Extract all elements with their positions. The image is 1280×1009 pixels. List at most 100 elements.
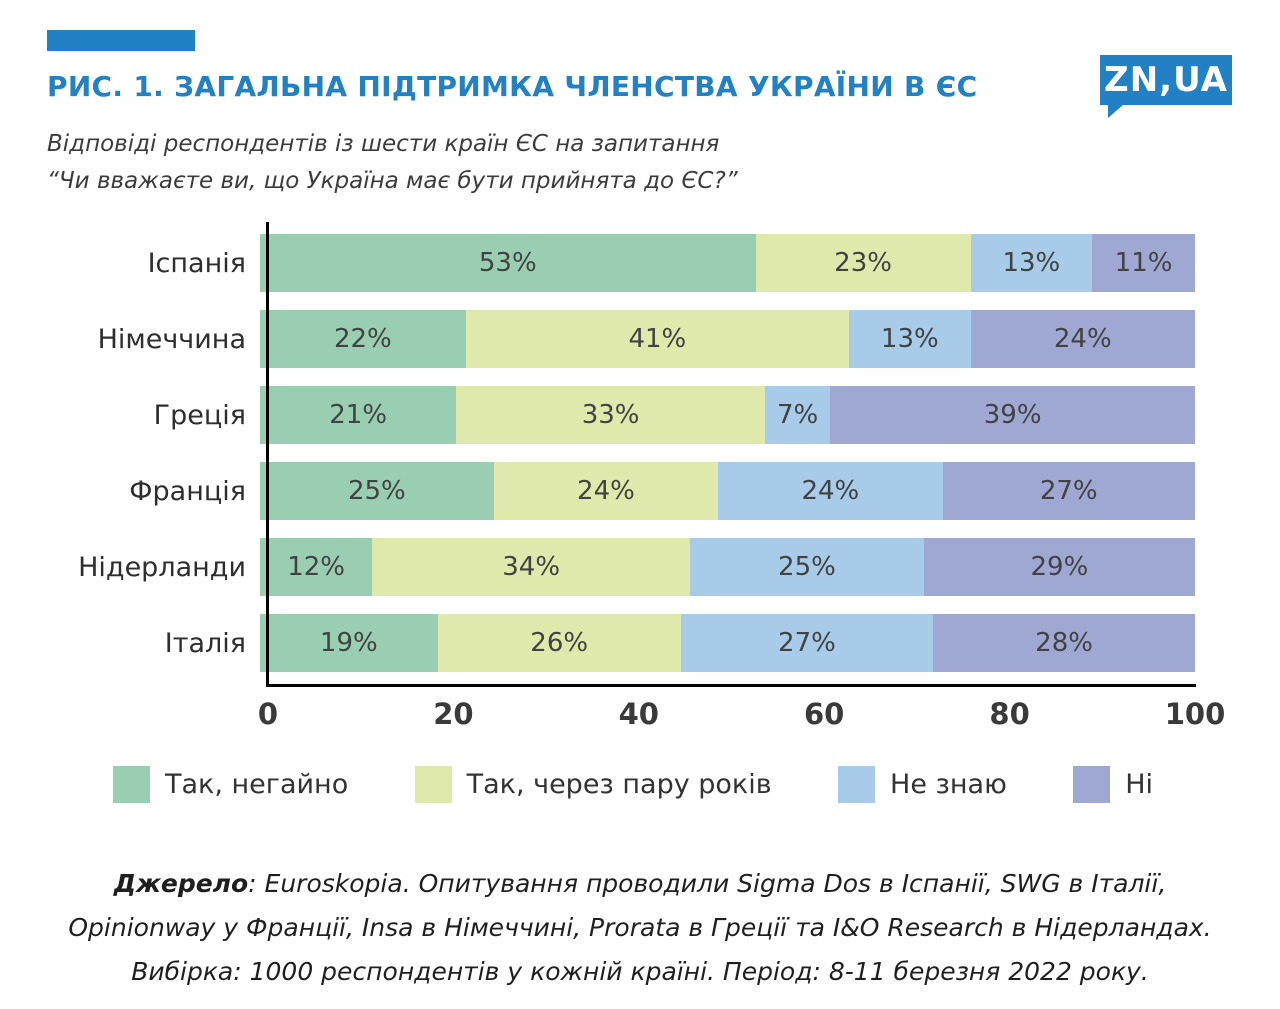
stacked-bar-chart: Іспанія 53% 23% 13% 11% Німеччина 22% 41% 13% 24%… bbox=[38, 234, 1195, 690]
bar-segment: 13% bbox=[849, 310, 971, 368]
source-note: Джерело: Euroskopia. Опитування проводил… bbox=[0, 862, 1280, 994]
legend-swatch bbox=[113, 766, 150, 803]
segment-value-label: 29% bbox=[1030, 552, 1089, 582]
chart-row: Італія 19% 26% 27% 28% bbox=[38, 614, 1195, 672]
chart-legend: Так, негайно Так, через пару років Не знаю… bbox=[113, 766, 1153, 803]
segment-value-label: 27% bbox=[778, 628, 836, 658]
segment-value-label: 13% bbox=[880, 324, 939, 354]
bar-segment: 24% bbox=[718, 462, 943, 520]
bar-segment: 34% bbox=[372, 538, 691, 596]
segment-value-label: 22% bbox=[333, 324, 392, 354]
legend-item: Так, негайно bbox=[113, 766, 348, 803]
segment-value-label: 25% bbox=[778, 552, 836, 582]
stacked-bar: 12% 34% 25% 29% bbox=[260, 538, 1195, 596]
znua-logo: ZN,UA bbox=[1100, 55, 1232, 118]
bar-segment: 24% bbox=[493, 462, 719, 520]
stacked-bar: 22% 41% 13% 24% bbox=[260, 310, 1195, 368]
legend-swatch bbox=[838, 766, 876, 803]
segment-value-label: 26% bbox=[530, 628, 589, 658]
legend-item: Так, через пару років bbox=[414, 766, 772, 803]
stacked-bar: 21% 33% 7% 39% bbox=[260, 386, 1195, 444]
segment-value-label: 23% bbox=[834, 248, 892, 278]
bar-segment: 23% bbox=[755, 234, 971, 292]
segment-value-label: 27% bbox=[1039, 476, 1098, 506]
x-tick-label: 60 bbox=[804, 697, 845, 731]
segment-value-label: 34% bbox=[502, 552, 561, 582]
segment-value-label: 7% bbox=[776, 400, 819, 430]
bar-segment: 41% bbox=[465, 310, 850, 368]
segment-value-label: 12% bbox=[287, 552, 345, 582]
bar-segment: 27% bbox=[680, 614, 934, 672]
category-label: Франція bbox=[129, 475, 246, 507]
segment-value-label: 24% bbox=[577, 476, 635, 506]
bar-segment: 27% bbox=[942, 462, 1195, 520]
segment-value-label: 21% bbox=[329, 400, 388, 430]
segment-value-label: 39% bbox=[983, 400, 1042, 430]
segment-value-label: 24% bbox=[801, 476, 860, 506]
bar-segment: 26% bbox=[437, 614, 681, 672]
source-line-3: Вибірка: 1000 респондентів у кожній краї… bbox=[131, 957, 1149, 986]
bar-segment: 53% bbox=[260, 234, 756, 292]
source-label: Джерело bbox=[113, 869, 249, 898]
x-axis-ticks: 0 20 40 60 80 100 bbox=[258, 697, 1225, 733]
segment-value-label: 28% bbox=[1035, 628, 1093, 658]
legend-label: Не знаю bbox=[890, 769, 1007, 800]
category-label: Іспанія bbox=[147, 247, 246, 279]
bar-segment: 28% bbox=[933, 614, 1195, 672]
segment-value-label: 33% bbox=[581, 400, 640, 430]
bar-segment: 12% bbox=[260, 538, 373, 596]
segment-value-label: 53% bbox=[478, 248, 537, 278]
bar-segment: 19% bbox=[260, 614, 438, 672]
x-tick-label: 20 bbox=[433, 697, 474, 731]
segment-value-label: 41% bbox=[628, 324, 687, 354]
stacked-bar: 19% 26% 27% 28% bbox=[260, 614, 1195, 672]
bar-segment: 11% bbox=[1092, 234, 1195, 292]
x-tick-label: 100 bbox=[1164, 697, 1226, 731]
chart-row: Нідерланди 12% 34% 25% 29% bbox=[38, 538, 1195, 596]
category-label: Італія bbox=[164, 627, 246, 659]
znua-logo-tail bbox=[1108, 105, 1123, 118]
znua-logo-text: ZN,UA bbox=[1104, 60, 1228, 100]
segment-value-label: 11% bbox=[1114, 248, 1173, 278]
chart-row: Німеччина 22% 41% 13% 24% bbox=[38, 310, 1195, 368]
category-label: Німеччина bbox=[97, 323, 246, 355]
bar-segment: 25% bbox=[260, 462, 494, 520]
legend-item: Не знаю bbox=[838, 766, 1007, 803]
bar-segment: 25% bbox=[690, 538, 924, 596]
category-label: Нідерланди bbox=[78, 551, 246, 583]
segment-value-label: 13% bbox=[1002, 248, 1061, 278]
chart-row: Іспанія 53% 23% 13% 11% bbox=[38, 234, 1195, 292]
x-axis-line bbox=[266, 684, 1196, 687]
source-line-2: Opinionway у Франції, Insa в Німеччині, … bbox=[68, 913, 1212, 942]
legend-item: Ні bbox=[1073, 766, 1153, 803]
page-title: РИС. 1. ЗАГАЛЬНА ПІДТРИМКА ЧЛЕНСТВА УКРА… bbox=[47, 70, 978, 103]
legend-label: Так, негайно bbox=[165, 769, 349, 800]
legend-label: Ні bbox=[1125, 769, 1153, 800]
y-axis-line bbox=[266, 222, 269, 685]
accent-top-bar bbox=[47, 30, 195, 51]
chart-row: Греція 21% 33% 7% 39% bbox=[38, 386, 1195, 444]
legend-swatch bbox=[1073, 766, 1111, 803]
bar-segment: 39% bbox=[830, 386, 1195, 444]
x-tick-label: 0 bbox=[257, 697, 279, 731]
bar-segment: 7% bbox=[764, 386, 831, 444]
chart-row: Франція 25% 24% 24% 27% bbox=[38, 462, 1195, 520]
chart-subtitle: Відповіді респондентів із шести країн ЄС… bbox=[47, 126, 738, 200]
legend-swatch bbox=[414, 766, 452, 803]
bar-segment: 33% bbox=[456, 386, 765, 444]
category-label: Греція bbox=[153, 399, 246, 431]
x-tick-label: 80 bbox=[989, 697, 1030, 731]
segment-value-label: 19% bbox=[319, 628, 378, 658]
bar-segment: 24% bbox=[970, 310, 1195, 368]
segment-value-label: 25% bbox=[347, 476, 406, 506]
source-line-1: Джерело: Euroskopia. Опитування проводил… bbox=[0, 862, 1280, 906]
stacked-bar: 53% 23% 13% 11% bbox=[260, 234, 1195, 292]
x-tick-label: 40 bbox=[618, 697, 659, 731]
subtitle-line-1: Відповіді респондентів із шести країн ЄС… bbox=[47, 131, 720, 157]
subtitle-line-2: “Чи вважаєте ви, що Україна має бути при… bbox=[47, 168, 738, 194]
bar-segment: 13% bbox=[970, 234, 1093, 292]
bar-segment: 21% bbox=[260, 386, 457, 444]
source-line-1-rest: : Euroskopia. Опитування проводили Sigma… bbox=[248, 869, 1167, 898]
stacked-bar: 25% 24% 24% 27% bbox=[260, 462, 1195, 520]
legend-label: Так, через пару років bbox=[466, 769, 772, 800]
